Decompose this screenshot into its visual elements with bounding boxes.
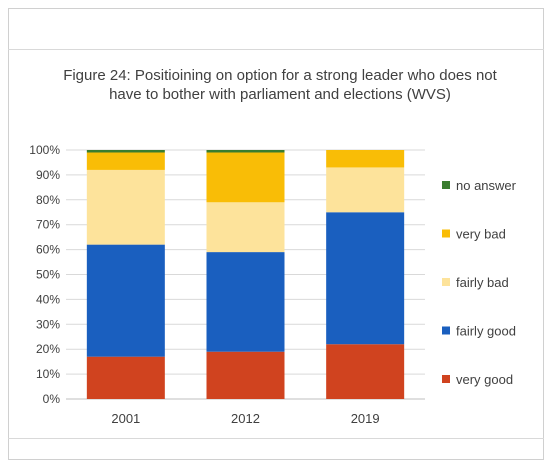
legend-swatch <box>442 181 450 189</box>
bar-segment-very-bad <box>326 150 405 168</box>
y-tick-label: 30% <box>36 317 60 331</box>
bar-segment-fairly-good <box>326 212 405 345</box>
chart-title: Figure 24: Positioining on option for a … <box>63 67 497 103</box>
bar-segment-very-bad <box>86 152 165 170</box>
x-tick-label: 2019 <box>351 411 380 426</box>
y-tick-label: 90% <box>36 168 60 182</box>
legend-entry: very bad <box>456 227 506 242</box>
bar-segment-fairly-bad <box>206 202 285 253</box>
bar-segment-very-good <box>86 356 165 399</box>
legend-entry: fairly good <box>456 324 516 339</box>
bar-segment-very-bad <box>206 152 285 203</box>
y-tick-label: 100% <box>29 143 60 157</box>
bar-segment-no-answer <box>86 150 165 153</box>
y-tick-label: 20% <box>36 342 60 356</box>
chart-frame <box>8 8 544 460</box>
y-tick-label: 80% <box>36 193 60 207</box>
y-tick-label: 40% <box>36 292 60 306</box>
frame-divider-top <box>8 49 544 50</box>
legend-swatch <box>442 229 450 238</box>
bar-segment-no-answer <box>206 150 285 153</box>
legend-entry: no answer <box>456 178 517 193</box>
bar-segment-fairly-bad <box>86 169 165 245</box>
x-tick-label: 2001 <box>111 411 140 426</box>
legend-swatch <box>442 278 450 286</box>
bar-segment-fairly-good <box>86 244 165 357</box>
bar-segment-fairly-good <box>206 252 285 352</box>
legend-swatch <box>442 375 450 383</box>
legend-entry: fairly bad <box>456 275 509 290</box>
y-tick-label: 60% <box>36 243 60 257</box>
y-tick-label: 0% <box>43 392 61 406</box>
bar-segment-very-good <box>206 351 285 399</box>
y-tick-label: 50% <box>36 268 60 282</box>
y-tick-label: 70% <box>36 218 60 232</box>
legend-swatch <box>442 326 450 335</box>
bar-segment-fairly-bad <box>326 167 405 213</box>
frame-divider-bottom <box>8 438 544 439</box>
bar-segment-very-good <box>326 344 405 399</box>
legend-entry: very good <box>456 372 513 387</box>
x-tick-label: 2012 <box>231 411 260 426</box>
y-tick-label: 10% <box>36 367 60 381</box>
